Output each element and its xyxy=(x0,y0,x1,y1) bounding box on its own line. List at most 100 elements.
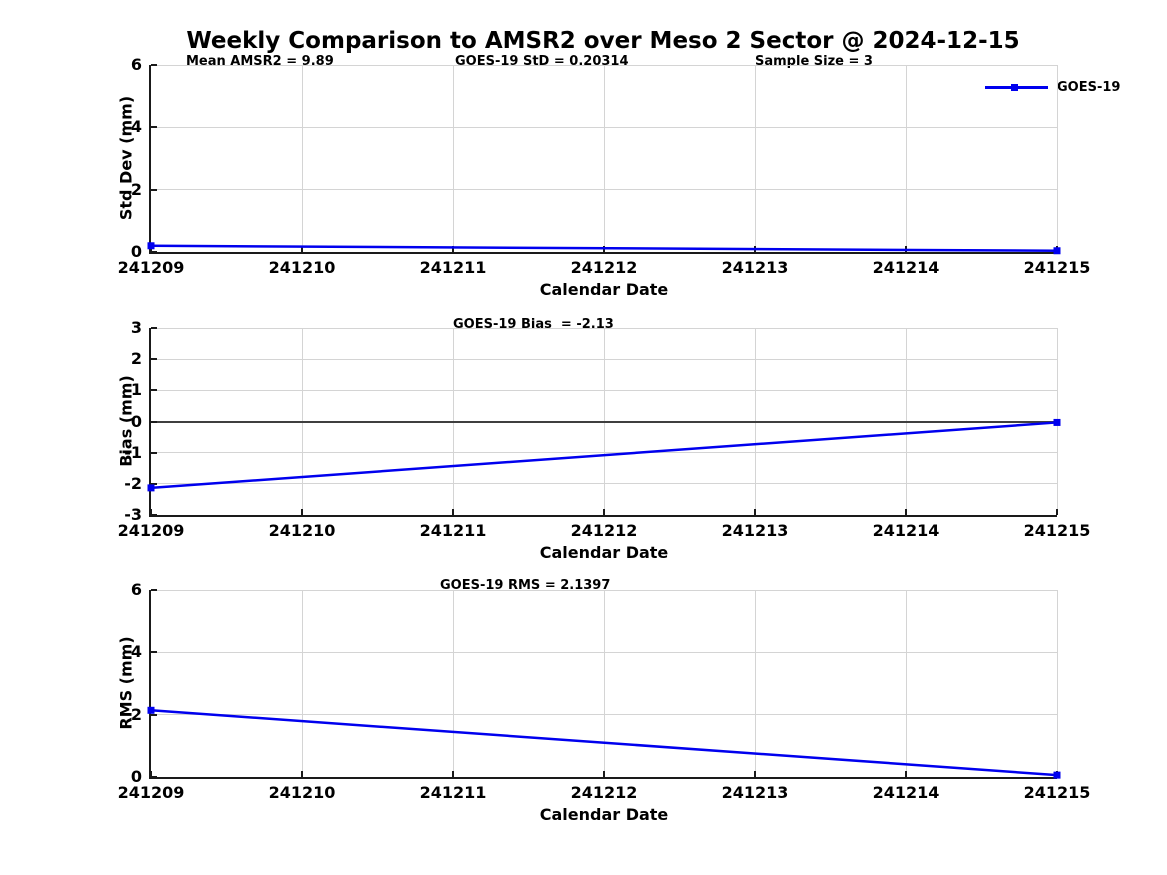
legend-line-sample xyxy=(985,84,1048,91)
x-tick-mark xyxy=(150,509,152,515)
y-axis-label-stddev: Std Dev (mm) xyxy=(116,95,136,221)
x-tick-mark xyxy=(301,509,303,515)
y-tick-label: 6 xyxy=(130,580,142,599)
rms-plot-area: Calendar Date 241209 241210 241211 241212 24… xyxy=(118,580,1091,824)
data-point-marker xyxy=(1053,771,1061,779)
data-point-marker xyxy=(147,706,155,714)
x-axis-label-bias: Calendar Date xyxy=(539,543,669,562)
y-tick-mark xyxy=(151,451,157,454)
x-tick-mark xyxy=(905,771,907,777)
grid-line-vertical xyxy=(452,65,454,252)
grid-line-horizontal xyxy=(151,714,1057,716)
grid-line-horizontal xyxy=(151,483,1057,485)
data-point-marker xyxy=(147,242,155,250)
x-tick-mark xyxy=(1056,509,1058,515)
y-tick-label: -1 xyxy=(124,442,142,462)
grid-line-vertical xyxy=(301,590,303,777)
x-tick-label: 241209 xyxy=(117,258,185,277)
grid-line-horizontal xyxy=(151,189,1057,191)
x-tick-mark xyxy=(754,509,756,515)
x-tick-mark xyxy=(301,246,303,252)
zero-reference-line xyxy=(151,420,1057,423)
grid-line-vertical xyxy=(1056,65,1058,252)
x-tick-label: 241212 xyxy=(570,258,638,277)
x-tick-mark xyxy=(452,509,454,515)
x-tick-label: 241209 xyxy=(117,521,185,540)
y-tick-label: 0 xyxy=(130,242,142,261)
y-tick-mark xyxy=(151,251,157,253)
data-line-goes-19 xyxy=(147,242,1061,255)
x-tick-label: 241210 xyxy=(268,783,336,802)
x-tick-label: 241211 xyxy=(419,521,487,540)
stddev-plot-area: Calendar Date 241209 241210 241211 241212 24… xyxy=(118,55,1091,299)
y-tick-label: 4 xyxy=(130,642,142,662)
grid-line-vertical xyxy=(905,65,907,252)
y-tick-label: 0 xyxy=(130,767,142,786)
y-tick-label: 6 xyxy=(130,55,142,74)
legend-label: GOES-19 xyxy=(1057,80,1121,95)
data-point-marker xyxy=(1053,247,1061,255)
data-line-goes-19 xyxy=(147,418,1061,492)
x-tick-label: 241213 xyxy=(721,783,789,802)
y-tick-label: 3 xyxy=(130,318,142,337)
x-tick-label: 241210 xyxy=(268,258,336,277)
grid-line-vertical xyxy=(1056,590,1058,777)
x-axis-label-stddev: Calendar Date xyxy=(539,280,669,299)
grid-line-vertical xyxy=(754,65,756,252)
y-tick-mark xyxy=(151,327,157,329)
bias-plot-area: Calendar Date 241209 241210 241211 241212 24… xyxy=(118,318,1091,562)
x-tick-label: 241210 xyxy=(268,521,336,540)
legend: GOES-19 xyxy=(985,80,1120,95)
data-point-marker xyxy=(147,484,155,492)
grid-line-vertical xyxy=(905,590,907,777)
grid-line-vertical xyxy=(301,65,303,252)
x-tick-label: 241211 xyxy=(419,783,487,802)
x-tick-label: 241215 xyxy=(1023,521,1091,540)
y-tick-mark xyxy=(151,126,157,129)
y-tick-label: 1 xyxy=(130,380,142,400)
grid-line-horizontal xyxy=(151,590,1057,591)
grid-line-horizontal xyxy=(151,65,1057,66)
y-tick-label: 2 xyxy=(130,349,142,369)
y-tick-mark xyxy=(151,389,157,392)
grid-line-horizontal xyxy=(151,358,1057,360)
y-tick-mark xyxy=(151,64,157,66)
x-tick-mark xyxy=(603,771,605,777)
y-tick-label: 2 xyxy=(130,704,142,724)
x-tick-label: 241212 xyxy=(570,521,638,540)
grid-line-vertical xyxy=(603,65,605,252)
y-tick-mark xyxy=(151,358,157,361)
x-tick-mark xyxy=(754,771,756,777)
data-point-marker xyxy=(1053,418,1061,426)
y-tick-mark xyxy=(151,188,157,191)
grid-line-vertical xyxy=(754,590,756,777)
y-tick-mark xyxy=(151,776,157,778)
x-tick-label: 241214 xyxy=(872,783,940,802)
x-tick-mark xyxy=(452,771,454,777)
x-tick-mark xyxy=(150,771,152,777)
y-tick-mark xyxy=(151,651,157,654)
y-tick-label: 4 xyxy=(130,117,142,137)
annotation-goes19-rms: GOES-19 RMS = 2.1397 xyxy=(440,578,611,593)
y-tick-mark xyxy=(151,589,157,591)
x-tick-label: 241215 xyxy=(1023,783,1091,802)
grid-line-horizontal xyxy=(151,389,1057,391)
x-tick-label: 241211 xyxy=(419,258,487,277)
y-tick-mark xyxy=(151,482,157,485)
y-tick-label: 0 xyxy=(130,411,142,431)
y-tick-label: -3 xyxy=(124,505,142,524)
grid-line-horizontal xyxy=(151,452,1057,454)
figure-title: Weekly Comparison to AMSR2 over Meso 2 S… xyxy=(186,28,1020,54)
data-line-goes-19 xyxy=(147,706,1061,779)
x-tick-mark xyxy=(603,509,605,515)
x-tick-label: 241214 xyxy=(872,521,940,540)
y-tick-label: 2 xyxy=(130,179,142,199)
x-tick-mark xyxy=(452,246,454,252)
x-axis-label-rms: Calendar Date xyxy=(539,805,669,824)
x-tick-label: 241209 xyxy=(117,783,185,802)
x-tick-label: 241214 xyxy=(872,258,940,277)
y-tick-mark xyxy=(151,713,157,716)
x-tick-mark xyxy=(301,771,303,777)
grid-line-vertical xyxy=(452,590,454,777)
